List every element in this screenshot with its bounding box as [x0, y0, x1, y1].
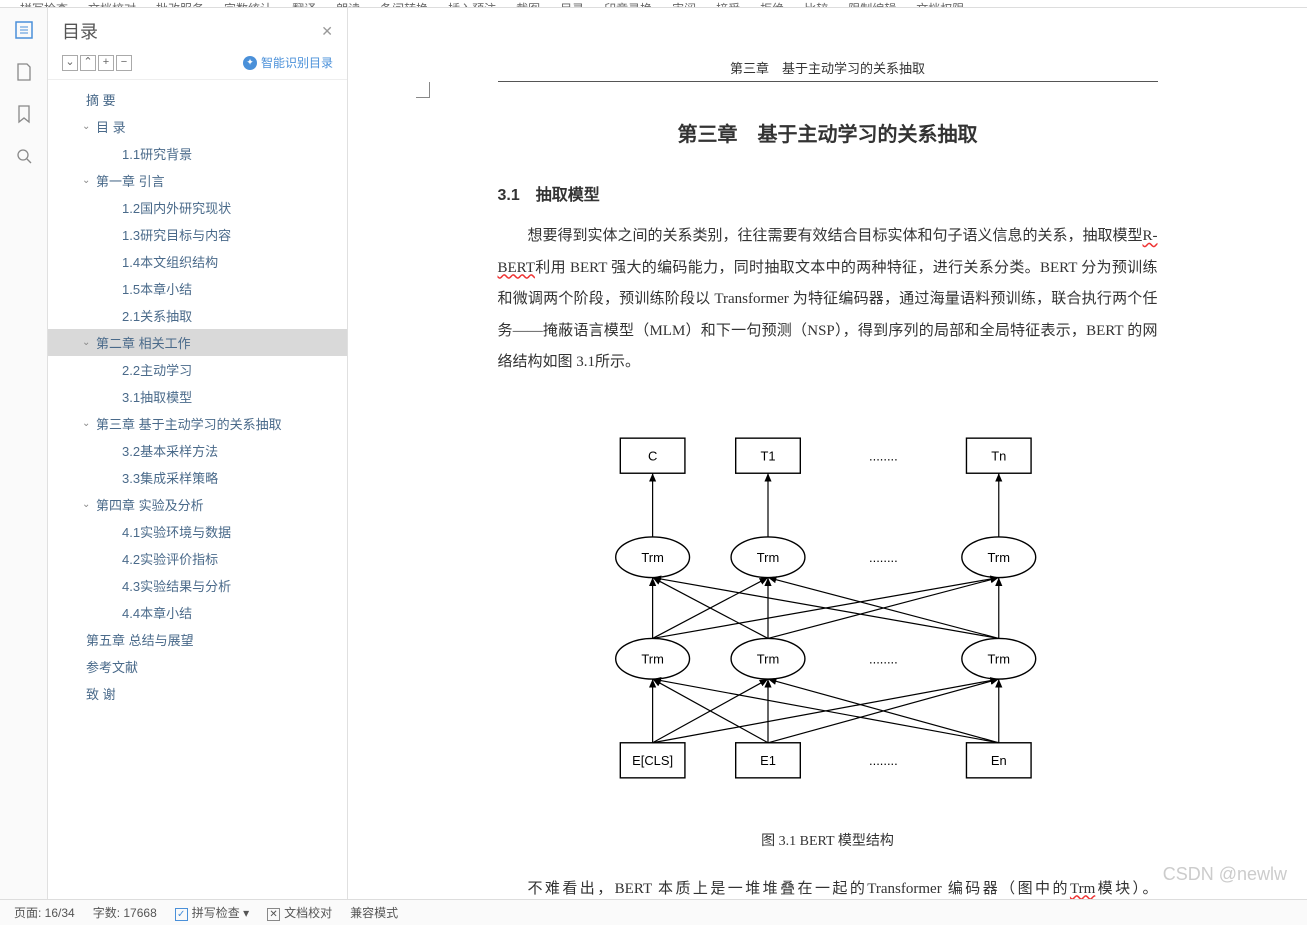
- status-bar: 页面: 16/34 字数: 17668 ✓拼写检查 ▾ ✕文档校对 兼容模式: [0, 899, 1307, 925]
- svg-text:T1: T1: [760, 448, 775, 463]
- document-area: 第三章 基于主动学习的关系抽取 第三章 基于主动学习的关系抽取 3.1 抽取模型…: [348, 8, 1307, 899]
- figure: E[CLS] E1........ En Trm Trm........ Trm Trm Tr…: [498, 403, 1158, 816]
- toc-item[interactable]: 4.2实验评价指标: [48, 545, 347, 572]
- svg-text:C: C: [647, 448, 656, 463]
- toc-item[interactable]: 2.1关系抽取: [48, 302, 347, 329]
- svg-text:........: ........: [869, 448, 898, 463]
- svg-text:Trm: Trm: [641, 651, 663, 666]
- paragraph: 不难看出，BERT 本质上是一堆堆叠在一起的Transformer 编码器（图中…: [498, 874, 1158, 900]
- svg-text:E1: E1: [760, 752, 776, 767]
- toc-item[interactable]: 致 谢: [48, 680, 347, 707]
- toc-item[interactable]: 4.4本章小结: [48, 599, 347, 626]
- menu-item[interactable]: 文档校对: [88, 0, 136, 8]
- close-icon[interactable]: ✕: [321, 23, 333, 40]
- svg-text:........: ........: [869, 549, 898, 564]
- toc-item[interactable]: 4.1实验环境与数据: [48, 518, 347, 545]
- toc-item[interactable]: 摘 要: [48, 86, 347, 113]
- toc-list: 摘 要⌄目 录1.1研究背景⌄第一章 引言1.2国内外研究现状1.3研究目标与内…: [48, 80, 347, 899]
- panel-title: 目录: [62, 18, 98, 44]
- toc-item[interactable]: 3.2基本采样方法: [48, 437, 347, 464]
- menu-item[interactable]: 批改服务: [156, 0, 204, 8]
- watermark: CSDN @newlw: [1163, 864, 1287, 885]
- toc-item[interactable]: ⌄第四章 实验及分析: [48, 491, 347, 518]
- menu-item[interactable]: 朗读: [336, 0, 360, 8]
- menu-item[interactable]: 比较: [804, 0, 828, 8]
- toc-item[interactable]: 参考文献: [48, 653, 347, 680]
- menu-item[interactable]: 拼写检查: [20, 0, 68, 8]
- svg-text:Trm: Trm: [987, 651, 1009, 666]
- toc-item[interactable]: 1.4本文组织结构: [48, 248, 347, 275]
- toc-item[interactable]: ⌄第三章 基于主动学习的关系抽取: [48, 410, 347, 437]
- toc-item[interactable]: 1.2国内外研究现状: [48, 194, 347, 221]
- svg-text:Trm: Trm: [756, 549, 778, 564]
- svg-text:Trm: Trm: [641, 549, 663, 564]
- spellcheck-toggle[interactable]: ✓拼写检查 ▾: [175, 904, 249, 921]
- menu-item[interactable]: 插入预注: [448, 0, 496, 8]
- top-menu: 拼写检查 文档校对 批改服务 字数统计 翻译 朗读 条间转换 插入预注 截图 目录 印章录换 审阅 接受…: [0, 0, 1307, 8]
- compat-mode: 兼容模式: [350, 904, 398, 921]
- svg-text:Trm: Trm: [987, 549, 1009, 564]
- smart-toc-label: 智能识别目录: [261, 54, 333, 71]
- toc-item[interactable]: 3.1抽取模型: [48, 383, 347, 410]
- section-title: 3.1 抽取模型: [498, 181, 1158, 205]
- page-icon[interactable]: [12, 60, 36, 84]
- toc-item[interactable]: 1.3研究目标与内容: [48, 221, 347, 248]
- menu-item[interactable]: 接受: [716, 0, 740, 8]
- paragraph: 想要得到实体之间的关系类别，往往需要有效结合目标实体和句子语义信息的关系，抽取模…: [498, 221, 1158, 379]
- menu-item[interactable]: 截图: [516, 0, 540, 8]
- toc-item[interactable]: ⌄目 录: [48, 113, 347, 140]
- menu-item[interactable]: 翻译: [292, 0, 316, 8]
- svg-text:En: En: [990, 752, 1006, 767]
- cursor-indicator: [416, 82, 430, 98]
- bookmark-icon[interactable]: [12, 102, 36, 126]
- spell-mark: Trm: [1070, 881, 1095, 897]
- toc-item[interactable]: 1.1研究背景: [48, 140, 347, 167]
- svg-text:........: ........: [869, 651, 898, 666]
- menu-item[interactable]: 限制编辑: [848, 0, 896, 8]
- search-icon[interactable]: [12, 144, 36, 168]
- proofread-toggle[interactable]: ✕文档校对: [267, 904, 332, 921]
- toc-item[interactable]: 2.2主动学习: [48, 356, 347, 383]
- word-count[interactable]: 字数: 17668: [93, 904, 157, 921]
- toc-item[interactable]: 第五章 总结与展望: [48, 626, 347, 653]
- toc-item[interactable]: ⌄第一章 引言: [48, 167, 347, 194]
- left-rail: [0, 8, 48, 899]
- running-head: 第三章 基于主动学习的关系抽取: [498, 58, 1158, 82]
- menu-item[interactable]: 字数统计: [224, 0, 272, 8]
- svg-text:Tn: Tn: [991, 448, 1006, 463]
- expand-toggles[interactable]: ⌄⌃+−: [62, 55, 132, 71]
- outline-panel: 目录 ✕ ⌄⌃+− ✦ 智能识别目录 摘 要⌄目 录1.1研究背景⌄第一章 引言…: [48, 8, 348, 899]
- figure-caption: 图 3.1 BERT 模型结构: [498, 830, 1158, 850]
- menu-item[interactable]: 拒绝: [760, 0, 784, 8]
- svg-text:E[CLS]: E[CLS]: [632, 752, 673, 767]
- svg-text:Trm: Trm: [756, 651, 778, 666]
- toc-item[interactable]: ⌄第二章 相关工作: [48, 329, 347, 356]
- outline-icon[interactable]: [12, 18, 36, 42]
- toc-item[interactable]: 1.5本章小结: [48, 275, 347, 302]
- toc-item[interactable]: 4.3实验结果与分析: [48, 572, 347, 599]
- sparkle-icon: ✦: [243, 56, 257, 70]
- toc-item[interactable]: 3.3集成采样策略: [48, 464, 347, 491]
- menu-item[interactable]: 条间转换: [380, 0, 428, 8]
- menu-item[interactable]: 印章录换: [604, 0, 652, 8]
- chapter-title: 第三章 基于主动学习的关系抽取: [498, 118, 1158, 147]
- menu-item[interactable]: 目录: [560, 0, 584, 8]
- menu-item[interactable]: 审阅: [672, 0, 696, 8]
- page-indicator[interactable]: 页面: 16/34: [14, 904, 75, 921]
- svg-text:........: ........: [869, 752, 898, 767]
- menu-item[interactable]: 文档权限: [916, 0, 964, 8]
- smart-toc-button[interactable]: ✦ 智能识别目录: [243, 54, 333, 71]
